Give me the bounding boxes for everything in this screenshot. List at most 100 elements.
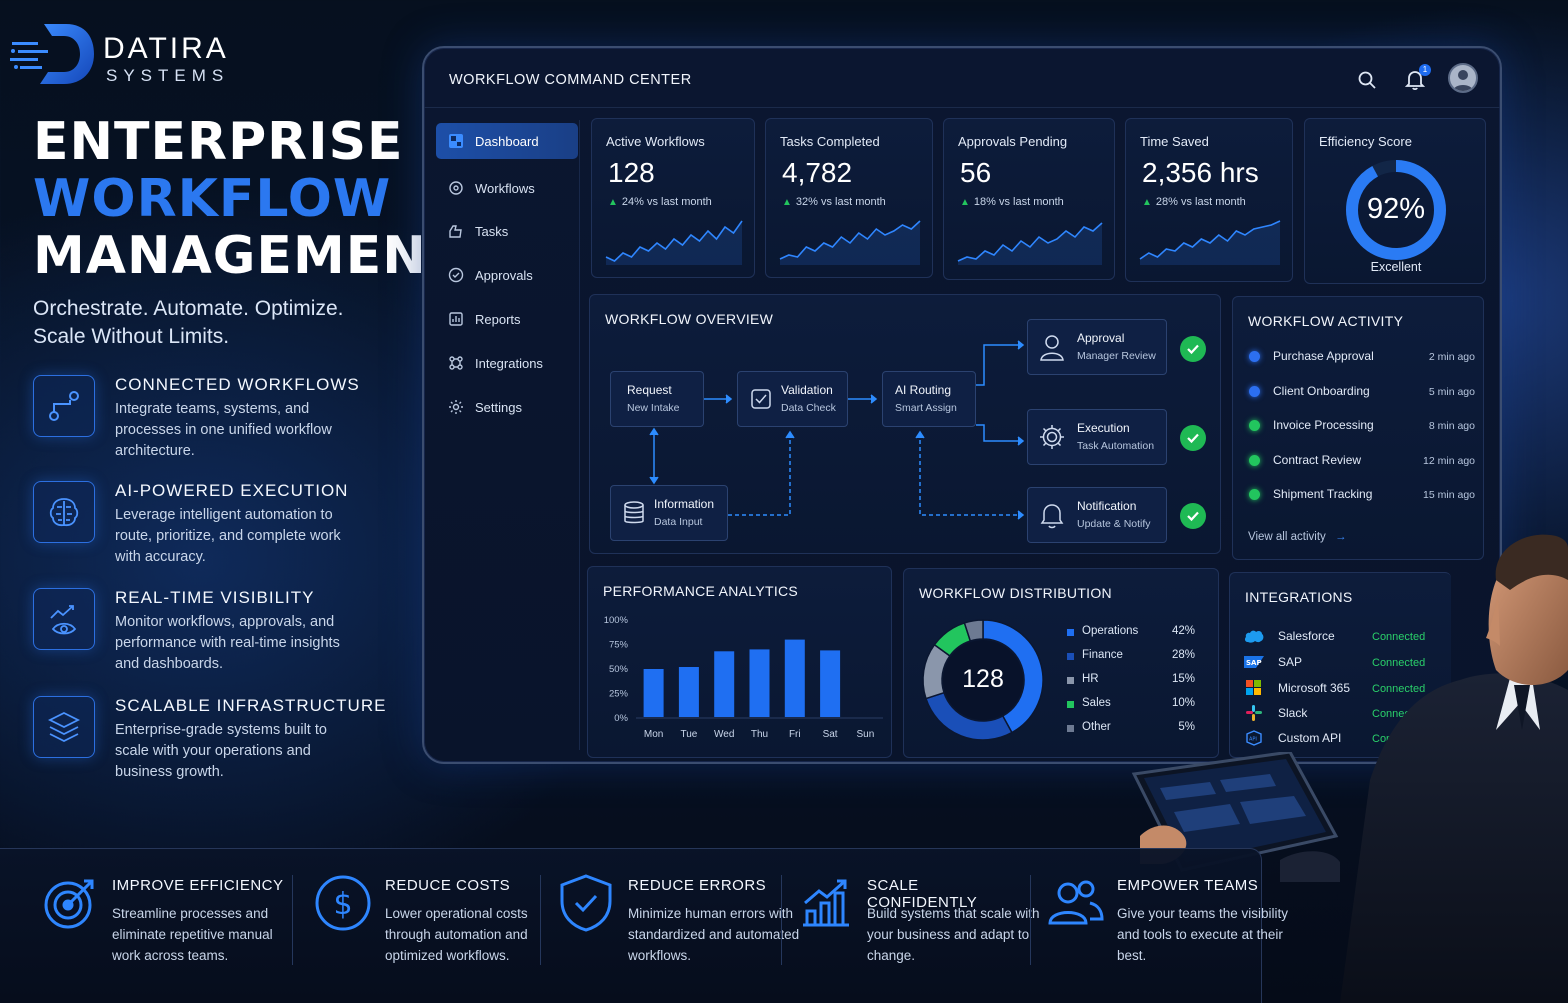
workflow-node-notification[interactable]: Notification Update & Notify [1027,487,1167,543]
notification-bell-icon[interactable]: 1 [1401,64,1431,94]
sidebar-nav: Dashboard Workflows Tasks Approvals Repo… [434,120,580,750]
reports-icon [448,311,464,327]
sap-logo: SAP [1244,656,1264,668]
sparkline-line [779,220,921,260]
feature-title: AI-POWERED EXECUTION [115,481,349,500]
kpi-card-time-saved[interactable]: Time Saved 2,356 hrs ▲ 28% vs last month [1125,118,1293,282]
node-subtitle: Update & Notify [1077,518,1151,530]
view-all-activity-link[interactable]: View all activity → [1248,531,1347,543]
integration-salesforce[interactable]: Salesforce Connected [1244,627,1444,647]
svg-text:$: $ [333,887,352,922]
settings-gear-icon [448,399,464,415]
y-tick-label: 100% [604,615,629,626]
sidebar-item-integrations[interactable]: Integrations [436,345,578,381]
sidebar-item-reports[interactable]: Reports [436,301,578,337]
search-icon[interactable] [1353,66,1381,94]
datira-logo-icon [10,24,94,84]
legend-percent: 28% [1171,649,1195,661]
legend-percent: 42% [1171,625,1195,637]
kpi-card-approvals-pending[interactable]: Approvals Pending 56 ▲ 18% vs last month [943,118,1115,280]
legend-name: Sales [1082,697,1111,709]
workflow-node-execution[interactable]: Execution Task Automation [1027,409,1167,465]
activity-item[interactable]: Shipment Tracking 15 min ago [1249,485,1475,505]
kpi-delta: ▲ 24% vs last month [608,196,712,208]
ai-brain-icon [33,481,95,543]
feature-title: REAL-TIME VISIBILITY [115,588,315,607]
kpi-card-efficiency-score[interactable]: Efficiency Score 92% Excellent [1304,118,1486,284]
integration-sap[interactable]: SAP SAP Connected [1244,653,1444,673]
node-title: Information [654,497,715,511]
sidebar-item-label: Dashboard [475,133,539,149]
node-subtitle: Smart Assign [895,402,957,414]
connected-nodes-icon [33,375,95,437]
hero-line-3: MANAGEMENT [33,226,464,286]
divider [1030,875,1031,965]
integration-status: Connected [1372,683,1426,695]
divider [540,875,541,965]
sidebar-item-approvals[interactable]: Approvals [436,257,578,293]
approvals-icon [448,267,464,283]
activity-name: Invoice Processing [1273,418,1374,432]
legend-item: Other 5% [1067,721,1195,739]
sparkline [779,220,921,265]
hero-line-1: ENTERPRISE [33,112,404,172]
donut-slice-other[interactable] [963,619,984,642]
workflow-node-ai-routing[interactable]: AI Routing Smart Assign [882,371,976,427]
activity-time: 12 min ago [1423,454,1475,467]
user-avatar[interactable] [1448,63,1478,93]
bar-fri[interactable] [784,639,805,717]
workflow-node-approval[interactable]: Approval Manager Review [1027,319,1167,375]
kpi-delta: ▲ 32% vs last month [782,196,886,208]
bar-thu[interactable] [749,649,770,717]
activity-item[interactable]: Contract Review 12 min ago [1249,451,1475,471]
sparkline-area [958,223,1102,265]
activity-item[interactable]: Purchase Approval 2 min ago [1249,347,1475,367]
feature-scalable-infrastructure: SCALABLE INFRASTRUCTURE Enterprise-grade… [33,696,393,796]
kpi-card-tasks-completed[interactable]: Tasks Completed 4,782 ▲ 32% vs last month [765,118,933,278]
sparkline-line [605,220,743,262]
sidebar-item-label: Approvals [475,267,533,283]
kpi-delta: ▲ 18% vs last month [960,196,1064,208]
sidebar-item-settings[interactable]: Settings [436,389,578,425]
sidebar-item-dashboard[interactable]: Dashboard [436,123,578,159]
activity-name: Purchase Approval [1273,349,1374,363]
sidebar-item-workflows[interactable]: Workflows [436,170,578,206]
bar-wed[interactable] [714,651,735,717]
workflow-node-request[interactable]: Request New Intake [610,371,704,427]
status-dot [1249,420,1260,431]
workflow-node-information[interactable]: Information Data Input [610,485,728,541]
sparkline-area [606,221,742,265]
legend-name: HR [1082,673,1099,685]
integration-microsoft-365[interactable]: Microsoft 365 Connected [1244,679,1444,699]
kpi-value: 128 [608,157,655,188]
legend-item: Operations 42% [1067,625,1195,643]
status-dot [1249,351,1260,362]
activity-name: Shipment Tracking [1273,487,1373,501]
bar-tue[interactable] [678,667,699,717]
benefit-empower-teams: EMPOWER TEAMS Give your teams the visibi… [1045,849,1288,1003]
workflow-icon [448,180,464,196]
hero-title: ENTERPRISE WORKFLOW MANAGEMENT [33,112,464,286]
node-subtitle: New Intake [627,402,680,414]
section-title: INTEGRATIONS [1245,589,1353,605]
distribution-donut-chart [922,619,1044,741]
activity-item[interactable]: Invoice Processing 8 min ago [1249,416,1475,436]
workflow-node-validation[interactable]: Validation Data Check [737,371,848,427]
benefits-strip: IMPROVE EFFICIENCY Streamline processes … [0,848,1288,1003]
arrow-right-icon: → [1334,531,1347,543]
brand-logo: DATIRA SYSTEMS [10,18,250,90]
legend-item: Finance 28% [1067,649,1195,667]
x-tick-label: Mon [644,729,663,740]
x-tick-label: Tue [680,729,697,740]
activity-item[interactable]: Client Onboarding 5 min ago [1249,382,1475,402]
sidebar-item-tasks[interactable]: Tasks [436,213,578,249]
legend-swatch [1067,677,1074,684]
feature-desc: Monitor workflows, approvals, and perfor… [115,614,340,672]
user-icon [1040,335,1064,361]
trend-up-icon: ▲ [960,197,970,208]
node-title: AI Routing [895,383,952,397]
bar-mon[interactable] [643,669,664,717]
layers-icon [33,696,95,758]
bar-sat[interactable] [820,650,841,717]
kpi-card-active-workflows[interactable]: Active Workflows 128 ▲ 24% vs last month [591,118,755,278]
